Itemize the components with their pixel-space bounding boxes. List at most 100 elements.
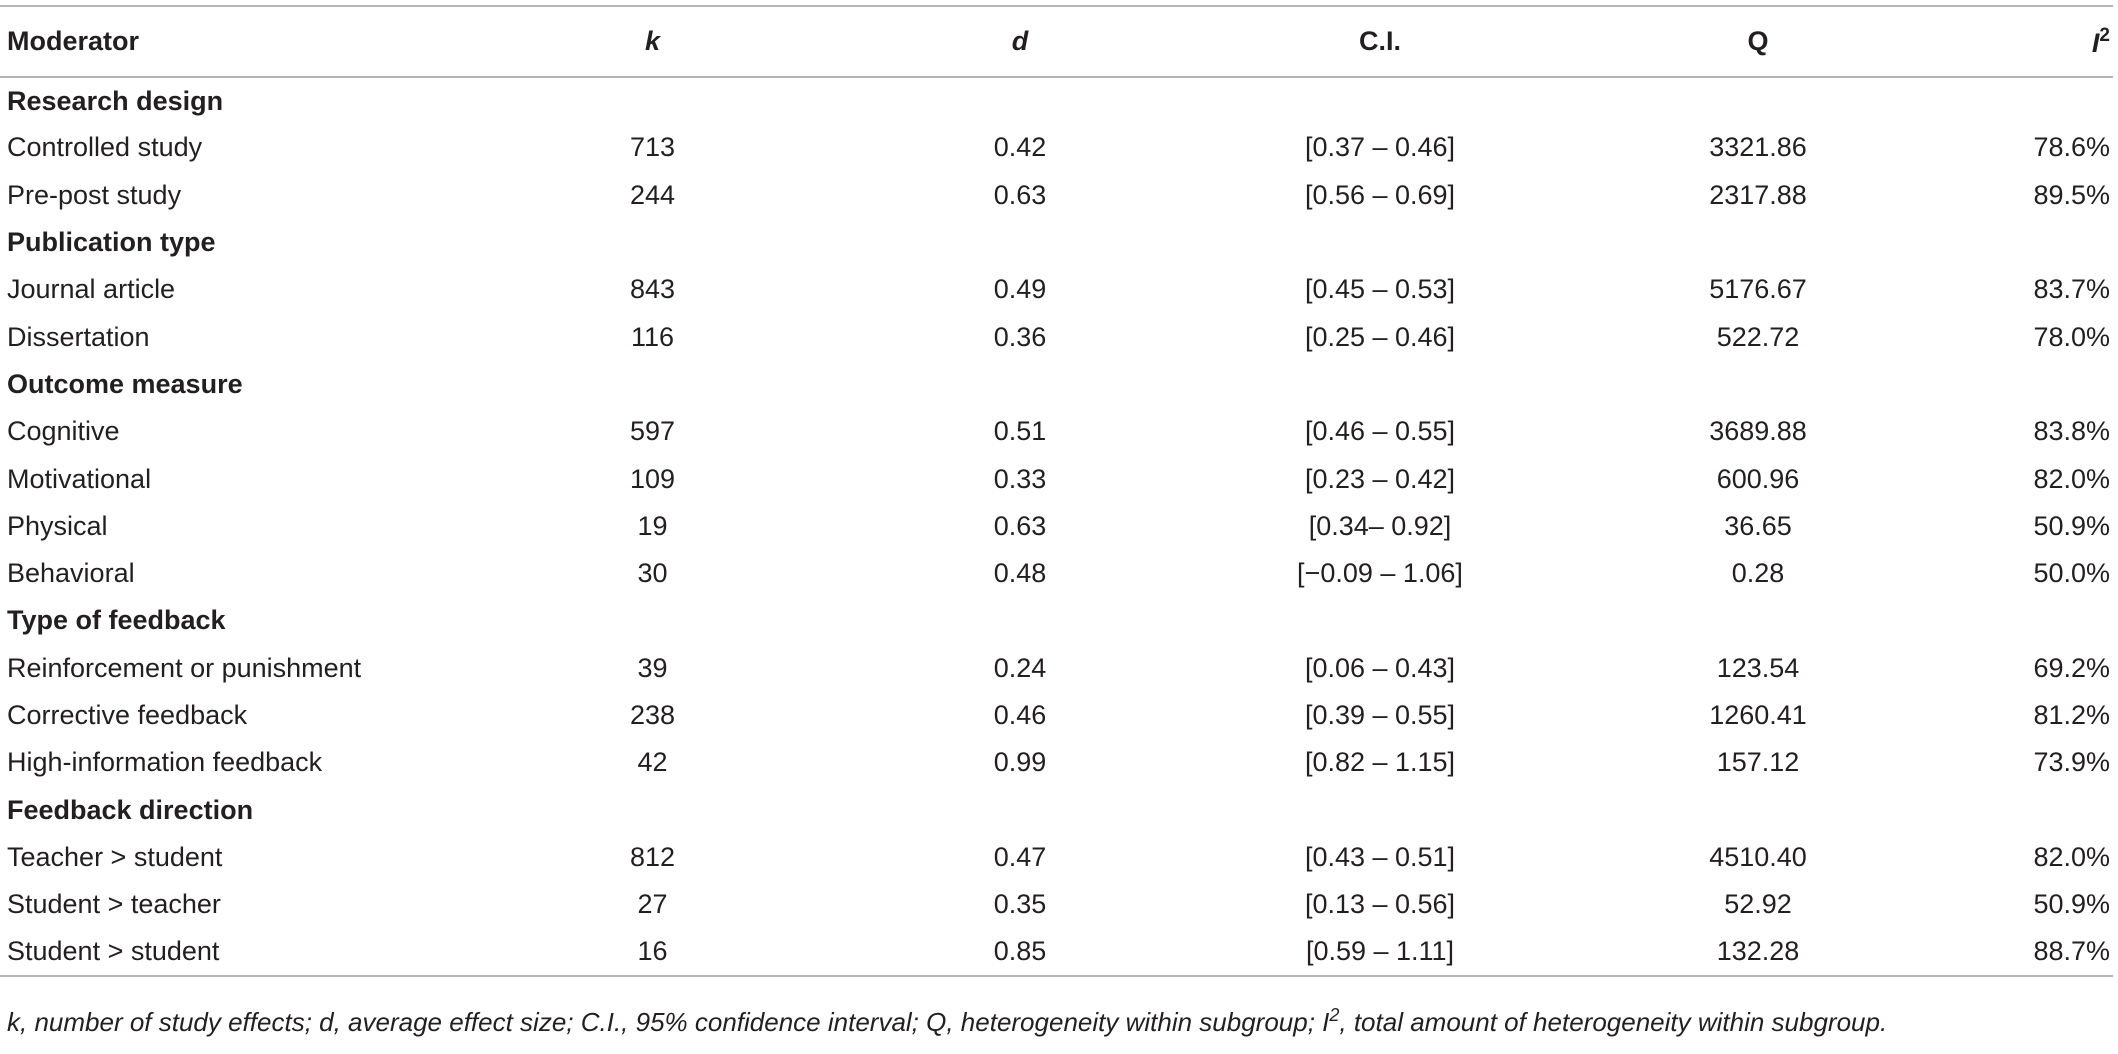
cell-ci: [0.25 – 0.46] <box>1304 321 1456 352</box>
group-header-row: Research design <box>0 77 2113 124</box>
cell-k: 30 <box>637 558 668 589</box>
table-row: Cognitive 597 0.51 [0.46 – 0.55] 3689.88 83.8… <box>0 408 2113 455</box>
cell-q: 600.96 <box>1716 463 1800 494</box>
header-i2-sup: 2 <box>2099 24 2110 46</box>
cell-moderator: Pre-post study <box>7 179 182 210</box>
cell-ci: [0.45 – 0.53] <box>1304 274 1456 305</box>
cell-ci: [0.06 – 0.43] <box>1304 652 1456 683</box>
cell-d: 0.33 <box>993 463 1047 494</box>
group-title: Feedback direction <box>7 794 254 825</box>
cell-i2: 69.2% <box>2033 652 2110 683</box>
cell-d: 0.42 <box>993 132 1047 163</box>
cell-ci: [−0.09 – 1.06] <box>1297 558 1463 589</box>
cell-i2: 78.0% <box>2033 321 2110 352</box>
cell-i2: 81.2% <box>2033 700 2110 730</box>
cell-moderator: Teacher > student <box>7 841 223 872</box>
cell-ci: [0.56 – 0.69] <box>1304 179 1456 210</box>
table-row: Motivational 109 0.33 [0.23 – 0.42] 600.96 82… <box>0 455 2113 502</box>
group-title: Type of feedback <box>7 605 226 636</box>
table-row: Journal article 843 0.49 [0.45 – 0.53] 5176.… <box>0 266 2113 313</box>
header-k: k <box>644 26 661 56</box>
cell-k: 713 <box>629 132 676 163</box>
cell-moderator: High-information feedback <box>7 747 323 778</box>
table-row: Dissertation 116 0.36 [0.25 – 0.46] 522.72 78… <box>0 313 2113 360</box>
cell-i2: 50.0% <box>2033 558 2110 589</box>
table-row: Student > student 16 0.85 [0.59 – 1.11] 132.… <box>0 928 2113 976</box>
cell-d: 0.48 <box>993 558 1047 589</box>
cell-i2: 50.9% <box>2033 889 2110 920</box>
cell-moderator: Student > student <box>7 935 220 966</box>
table-row: Behavioral 30 0.48 [−0.09 – 1.06] 0.28 50.0% <box>0 550 2113 597</box>
cell-k: 27 <box>637 889 668 920</box>
group-title: Publication type <box>7 227 216 258</box>
cell-ci: [0.82 – 1.15] <box>1304 747 1456 778</box>
cell-k: 812 <box>629 841 676 872</box>
cell-d: 0.63 <box>993 510 1047 541</box>
cell-d: 0.51 <box>993 416 1047 447</box>
moderator-analysis-table: Moderator k d C.I. Q I2 Research design C… <box>0 5 2113 977</box>
cell-k: 109 <box>629 463 676 494</box>
cell-q: 2317.88 <box>1709 179 1807 210</box>
cell-q: 157.12 <box>1716 747 1800 778</box>
cell-k: 42 <box>637 747 668 778</box>
header-i2-base: I <box>2091 27 2100 58</box>
footnote-sup: 2 <box>1329 1005 1340 1025</box>
cell-i2: 73.9% <box>2033 747 2110 778</box>
group-header-row: Type of feedback <box>0 597 2113 644</box>
cell-i2: 88.7% <box>2033 935 2110 966</box>
header-q: Q <box>1747 26 1769 56</box>
cell-k: 843 <box>629 274 676 305</box>
table-row: Corrective feedback 238 0.46 [0.39 – 0.55] 1… <box>0 692 2113 739</box>
cell-d: 0.47 <box>993 841 1047 872</box>
table-row: Teacher > student 812 0.47 [0.43 – 0.51] 451… <box>0 834 2113 881</box>
cell-moderator: Student > teacher <box>7 889 221 920</box>
cell-ci: [0.13 – 0.56] <box>1304 889 1456 920</box>
cell-moderator: Reinforcement or punishment <box>7 652 362 683</box>
cell-q: 1260.41 <box>1709 700 1807 730</box>
cell-ci: [0.37 – 0.46] <box>1304 132 1456 163</box>
cell-i2: 82.0% <box>2033 841 2110 872</box>
header-i2: I2 <box>1921 6 2113 77</box>
cell-moderator: Journal article <box>7 274 176 305</box>
header-ci: C.I. <box>1358 26 1401 56</box>
cell-d: 0.49 <box>993 274 1047 305</box>
footnote-text-after: , total amount of heterogeneity within s… <box>1339 1007 1888 1037</box>
cell-ci: [0.59 – 1.11] <box>1305 935 1455 966</box>
cell-q: 3689.88 <box>1709 416 1807 447</box>
cell-k: 238 <box>629 700 676 730</box>
cell-q: 52.92 <box>1724 889 1792 920</box>
header-d: d <box>1011 26 1029 56</box>
cell-ci: [0.46 – 0.55] <box>1304 416 1456 447</box>
cell-i2: 50.9% <box>2033 510 2110 541</box>
cell-q: 36.65 <box>1724 510 1792 541</box>
header-row: Moderator k d C.I. Q I2 <box>0 6 2113 77</box>
cell-moderator: Dissertation <box>7 321 150 352</box>
cell-i2: 83.8% <box>2033 416 2110 447</box>
cell-d: 0.36 <box>993 321 1047 352</box>
cell-k: 597 <box>629 416 676 447</box>
cell-k: 39 <box>637 652 668 683</box>
cell-i2: 83.7% <box>2033 274 2110 305</box>
cell-k: 19 <box>637 510 668 541</box>
cell-d: 0.85 <box>993 935 1047 966</box>
cell-k: 244 <box>629 179 676 210</box>
table-row: Controlled study 713 0.42 [0.37 – 0.46] 3321… <box>0 124 2113 171</box>
cell-q: 5176.67 <box>1709 274 1807 305</box>
cell-k: 16 <box>637 935 668 966</box>
cell-moderator: Physical <box>7 510 108 541</box>
cell-moderator: Corrective feedback <box>7 700 248 730</box>
group-header-row: Publication type <box>0 219 2113 266</box>
cell-d: 0.63 <box>993 179 1047 210</box>
header-moderator: Moderator <box>7 26 140 56</box>
cell-q: 3321.86 <box>1709 132 1807 163</box>
group-header-row: Outcome measure <box>0 361 2113 408</box>
cell-moderator: Cognitive <box>7 416 120 447</box>
table-row: High-information feedback 42 0.99 [0.82 – 1… <box>0 739 2113 786</box>
cell-q: 0.28 <box>1731 558 1785 589</box>
cell-d: 0.46 <box>993 700 1047 730</box>
table-row: Reinforcement or punishment 39 0.24 [0.06 –… <box>0 645 2113 692</box>
table-body: Research design Controlled study 713 0.42 [0… <box>0 77 2113 976</box>
table-header: Moderator k d C.I. Q I2 <box>0 6 2113 77</box>
table-row: Student > teacher 27 0.35 [0.13 – 0.56] 52.9… <box>0 881 2113 928</box>
